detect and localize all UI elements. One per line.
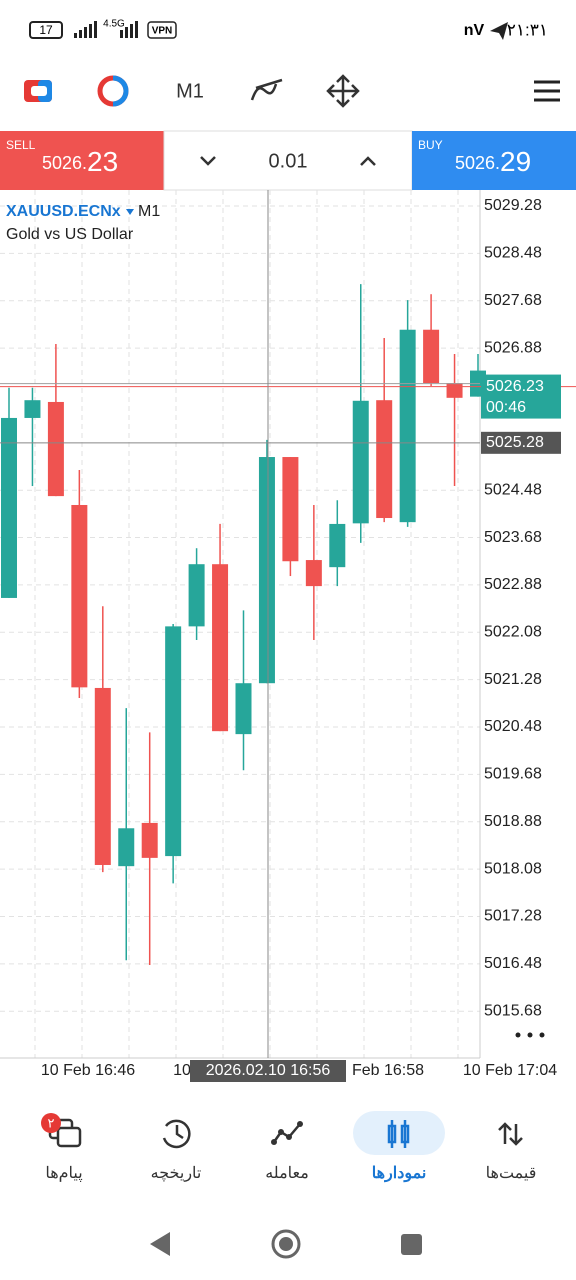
bid-label-box: [481, 374, 561, 419]
bar-countdown: 00:46: [486, 399, 526, 416]
candle-body: [423, 329, 440, 384]
nav-messages[interactable]: [41, 1113, 82, 1148]
volume[interactable]: 0.01: [269, 150, 308, 172]
y-tick-label: 5019.68: [484, 766, 542, 783]
nav-label: معامله: [265, 1165, 309, 1182]
buy-price-big: 29: [500, 146, 531, 177]
chart[interactable]: [0, 190, 576, 1059]
crosshair-price-box: [481, 431, 561, 454]
timeframe-button[interactable]: M1: [176, 80, 204, 102]
y-tick-label: 5028.48: [484, 245, 542, 262]
battery-icon: [29, 21, 63, 39]
quotes-icon[interactable]: [97, 75, 129, 107]
signal-icon: [74, 21, 138, 38]
candle-body: [212, 564, 229, 732]
symbol-dropdown[interactable]: [126, 209, 134, 215]
sell-price-big: 23: [87, 146, 118, 177]
vpn-label: VPN: [152, 26, 173, 37]
sell-label: SELL: [6, 138, 36, 152]
nav-history[interactable]: [162, 1119, 191, 1149]
symbol: XAUUSD.ECNx: [6, 203, 121, 220]
candle-body: [94, 687, 111, 865]
nav-label: تاریخچه: [151, 1165, 202, 1182]
candle-body: [376, 400, 393, 519]
nav-charts[interactable]: [387, 1120, 410, 1148]
nav-quotes[interactable]: [498, 1122, 523, 1146]
messages-badge: ۲: [48, 1115, 55, 1130]
clock: ۲۱:۳۱: [507, 20, 548, 39]
y-tick-label: 5024.48: [484, 481, 542, 498]
y-tick-label: 5016.48: [484, 955, 542, 972]
candle-body: [24, 400, 41, 418]
home-dot: [279, 1237, 293, 1251]
volume-down[interactable]: [200, 156, 216, 166]
candle-body: [258, 457, 275, 684]
telegram-icon: [490, 22, 508, 40]
time-label: 10: [173, 1062, 191, 1079]
y-tick-label: 5018.08: [484, 860, 542, 877]
crosshair-price: 5025.28: [486, 434, 544, 451]
network-type: 4.5G: [103, 19, 125, 30]
y-tick-label: 5027.68: [484, 292, 542, 309]
buy-label: BUY: [418, 138, 443, 152]
nav-charts-pill[interactable]: [353, 1111, 445, 1155]
sell-price-main: 5026.: [42, 153, 87, 173]
candle-body: [1, 417, 17, 598]
candle-body: [329, 523, 346, 568]
crosshair-icon[interactable]: [326, 74, 360, 108]
candle-body: [235, 683, 252, 735]
crosshair-time: 2026.02.10 16:56: [206, 1062, 331, 1079]
home-button[interactable]: [271, 1229, 301, 1259]
y-tick-label: 5021.28: [484, 671, 542, 688]
candle-body: [71, 504, 88, 688]
nav-label: قیمت‌ها: [486, 1165, 537, 1182]
candle-body: [188, 564, 205, 627]
y-tick-label: 5022.88: [484, 576, 542, 593]
candle-body: [165, 626, 182, 857]
time-label: 10 Feb 17:04: [463, 1062, 557, 1079]
volume-up[interactable]: [360, 156, 376, 166]
y-tick-label: 5022.08: [484, 624, 542, 641]
sell-button[interactable]: [0, 131, 164, 190]
recents-button[interactable]: [401, 1234, 422, 1255]
y-tick-label: 5029.28: [484, 197, 542, 214]
back-button[interactable]: [150, 1232, 170, 1256]
crosshair-time-box: [190, 1060, 346, 1082]
candle-body: [305, 560, 322, 587]
symbol-description: Gold vs US Dollar: [6, 226, 134, 243]
buy-price-main: 5026.: [455, 153, 500, 173]
candle-body: [141, 822, 158, 858]
indicators-icon[interactable]: [250, 78, 283, 101]
more-icon[interactable]: [515, 1032, 545, 1038]
y-tick-label: 5026.88: [484, 339, 542, 356]
nav-label: نمودارها: [372, 1165, 427, 1183]
carrier-icon: nV: [464, 22, 485, 39]
nav-label: پیام‌ها: [45, 1165, 82, 1182]
y-tick-label: 5023.68: [484, 529, 542, 546]
y-tick-label: 5015.68: [484, 1002, 542, 1019]
candle-body: [47, 401, 64, 497]
candle-body: [352, 400, 369, 524]
y-tick-label: 5020.48: [484, 718, 542, 735]
buy-price: 5026.29: [455, 146, 531, 177]
time-label: 10 Feb 16:46: [41, 1062, 135, 1079]
buy-button[interactable]: [412, 131, 576, 190]
candle-body: [446, 383, 463, 398]
y-tick-label: 5017.28: [484, 908, 542, 925]
y-tick-label: 5018.88: [484, 813, 542, 830]
bid-price: 5026.23: [486, 378, 544, 395]
candle-body: [282, 457, 299, 562]
nav-trade[interactable]: [271, 1121, 303, 1145]
time-label: Feb 16:58: [352, 1062, 424, 1079]
sell-price: 5026.23: [42, 146, 118, 177]
vpn-box: [147, 21, 177, 39]
trade-icon[interactable]: [24, 80, 52, 102]
chart-timeframe: M1: [138, 203, 160, 220]
menu-icon[interactable]: [534, 80, 560, 102]
candle-body: [399, 329, 416, 523]
battery-level: 17: [39, 23, 53, 37]
candle-body: [118, 828, 135, 867]
